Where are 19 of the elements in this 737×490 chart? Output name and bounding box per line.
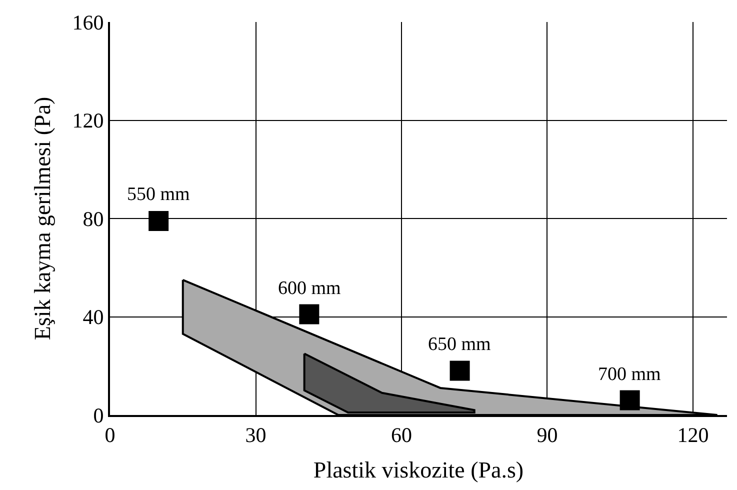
point xyxy=(620,390,640,410)
y-tick-label: 0 xyxy=(93,403,104,428)
y-axis-title: Eşik kayma gerilmesi (Pa) xyxy=(30,96,56,340)
x-tick-label: 60 xyxy=(391,423,412,448)
y-tick-label: 80 xyxy=(82,206,104,231)
point xyxy=(148,210,169,231)
y-tick-label: 160 xyxy=(72,10,104,34)
annotation: 550 mm xyxy=(127,184,190,205)
point xyxy=(450,360,470,381)
y-tick-label: 120 xyxy=(72,108,104,133)
annotation: 600 mm xyxy=(278,278,342,299)
point xyxy=(299,304,320,324)
x-tick-label: 30 xyxy=(245,423,266,448)
annotation: 700 mm xyxy=(598,364,662,385)
x-tick-label: 90 xyxy=(536,423,558,448)
x-tick-label: 120 xyxy=(677,423,709,448)
x-axis-title: Plastik viskozite (Pa.s) xyxy=(313,457,524,482)
annotation: 650 mm xyxy=(428,334,492,355)
y-tick-label: 40 xyxy=(82,305,104,330)
